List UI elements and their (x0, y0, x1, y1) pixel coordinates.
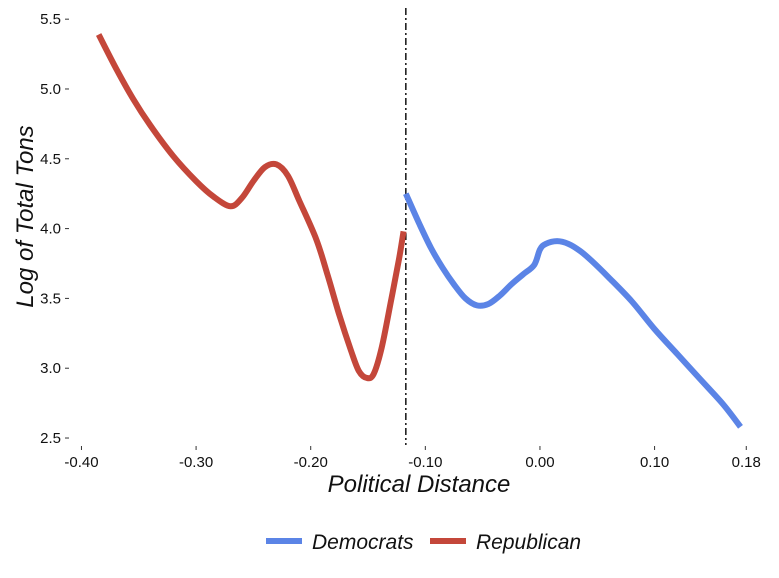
series-line-democrats (403, 192, 743, 429)
y-tick-label: 4.5 (40, 151, 61, 168)
x-tick-label: 0.00 (525, 454, 554, 471)
x-axis-title: Political Distance (328, 471, 511, 498)
x-tick-label: 0.18 (732, 454, 761, 471)
y-tick-label: 2.5 (40, 430, 61, 447)
y-tick-label: 4.0 (40, 221, 61, 238)
y-tick-label: 3.0 (40, 360, 61, 377)
x-tick-label: 0.10 (640, 454, 669, 471)
legend-label-democrats: Democrats (312, 531, 414, 554)
x-tick-label: -0.10 (408, 454, 442, 471)
legend: Democrats Republican (266, 531, 581, 554)
x-tick-label: -0.30 (179, 454, 213, 471)
legend-label-republican: Republican (476, 531, 581, 554)
y-tick-label: 5.5 (40, 11, 61, 28)
y-tick-label: 5.0 (40, 81, 61, 98)
y-axis-title: Log of Total Tons (12, 125, 39, 307)
x-tick-label: -0.20 (294, 454, 328, 471)
axis-ticks: 2.5 3.0 3.5 4.0 4.5 5.0 5.5 -0.40 -0.30 -0.20 -0.1… (40, 11, 761, 471)
y-tick-label: 3.5 (40, 290, 61, 307)
x-tick-label: -0.40 (64, 454, 98, 471)
series-line-republican (95, 33, 407, 382)
plot-lines (95, 8, 743, 445)
